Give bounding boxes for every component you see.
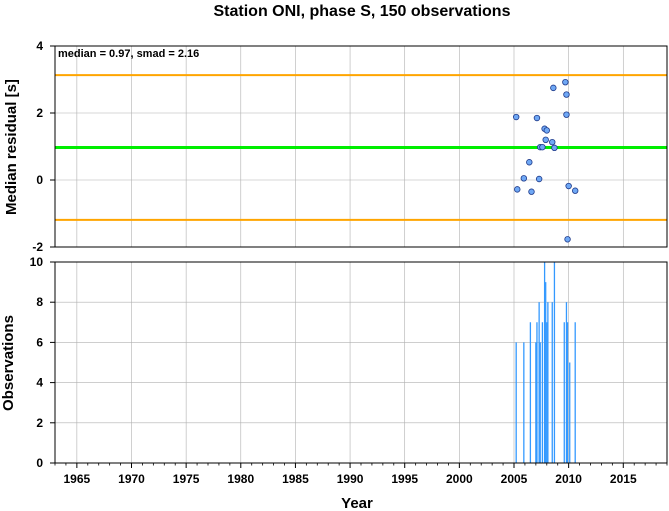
y-tick-label: 2 xyxy=(36,106,43,120)
residual-point xyxy=(563,91,570,98)
residual-point xyxy=(520,175,528,182)
residual-point xyxy=(542,136,549,143)
stats-annotation: median = 0.97, smad = 2.16 xyxy=(58,48,199,60)
x-tick-label: 1995 xyxy=(391,472,418,486)
x-tick-label: 2010 xyxy=(555,472,582,486)
residual-point xyxy=(564,236,571,243)
residual-points xyxy=(512,78,579,243)
reference-lines xyxy=(55,74,667,221)
observations-y-ticks: 0 2 4 6 8 10 xyxy=(30,255,55,470)
y-tick-label: 6 xyxy=(36,335,43,349)
y-tick-label: 8 xyxy=(36,295,43,309)
residual-point xyxy=(533,114,541,122)
residual-point xyxy=(526,159,533,166)
y-tick-label: 10 xyxy=(30,255,44,269)
x-tick-label: 1985 xyxy=(282,472,309,486)
observations-panel: 0 2 4 6 8 10 1965 1970 1975 1980 1985 1990 1995 2000… xyxy=(0,255,668,511)
residual-point xyxy=(512,113,520,121)
x-tick-label: 1980 xyxy=(227,472,254,486)
observations-y-axis-label: Observations xyxy=(0,315,17,411)
residual-point xyxy=(562,78,569,86)
residual-point xyxy=(550,84,557,92)
residual-point xyxy=(572,187,579,194)
residual-point xyxy=(549,138,556,146)
residual-point xyxy=(543,127,550,134)
residual-point xyxy=(539,143,546,151)
x-tick-label: 1970 xyxy=(118,472,145,486)
y-tick-label: 0 xyxy=(36,173,43,187)
x-tick-label: 1990 xyxy=(337,472,364,486)
x-ticks: 1965 1970 1975 1980 1985 1990 1995 2000 2005 2010… xyxy=(54,463,668,486)
residual-point xyxy=(514,186,521,193)
residual-panel: -2 0 2 4 median = 0.97, smad = 2.16 Median … xyxy=(3,39,668,254)
x-tick-label: 1965 xyxy=(64,472,91,486)
y-tick-label: 4 xyxy=(36,39,43,53)
residual-point xyxy=(551,144,558,152)
y-tick-label: 4 xyxy=(36,376,43,390)
residual-point xyxy=(535,175,543,183)
x-tick-label: 2000 xyxy=(446,472,473,486)
observation-bars xyxy=(515,262,576,463)
x-tick-label: 2005 xyxy=(501,472,528,486)
residual-y-axis-label: Median residual [s] xyxy=(3,79,20,215)
x-tick-label: 1975 xyxy=(173,472,200,486)
chart-title: Station ONI, phase S, 150 observations xyxy=(214,3,511,20)
residual-point xyxy=(563,111,570,118)
y-tick-label: -2 xyxy=(32,240,43,254)
residual-point xyxy=(528,188,535,195)
y-tick-label: 2 xyxy=(36,416,43,430)
x-tick-label: 2015 xyxy=(610,472,637,486)
residual-y-ticks: -2 0 2 4 xyxy=(32,39,55,254)
x-axis-label: Year xyxy=(341,495,373,511)
y-tick-label: 0 xyxy=(36,456,43,470)
residual-point xyxy=(565,182,572,190)
residual-frame xyxy=(54,45,668,248)
